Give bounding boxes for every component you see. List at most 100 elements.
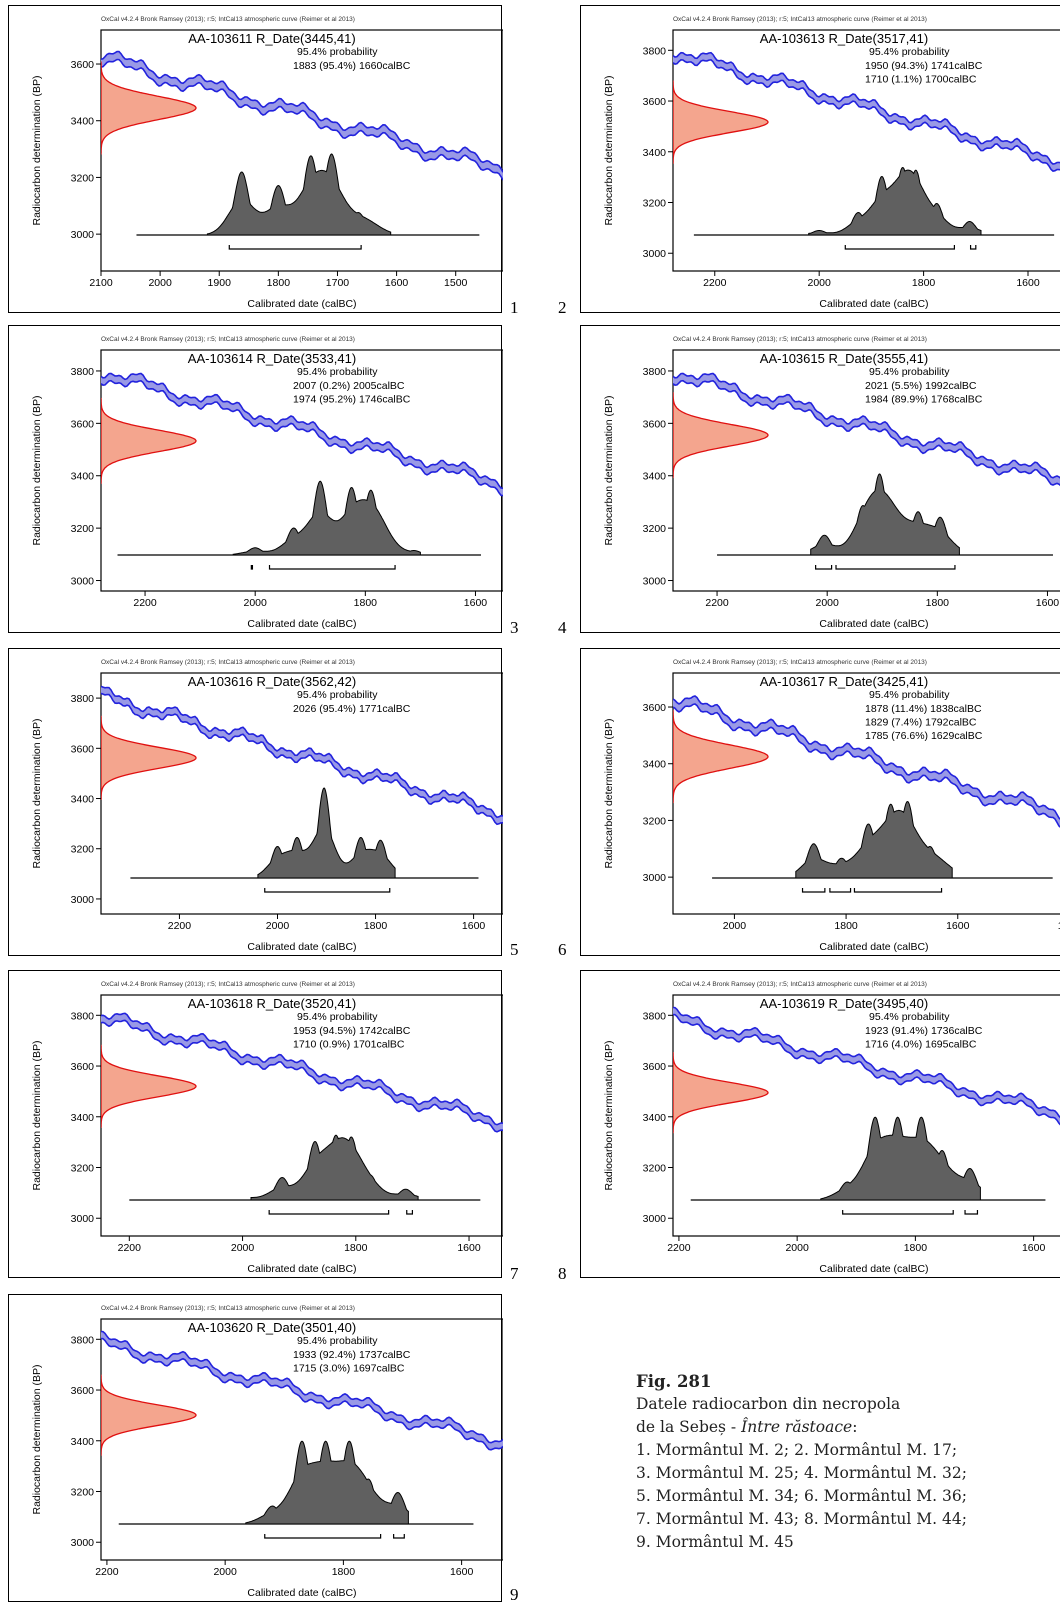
radiocarbon-distribution [101,1374,197,1456]
panel-number: 7 [510,1264,519,1283]
range-bar [835,565,956,570]
y-tick-label: 3800 [643,45,667,57]
x-tick-label: 1800 [267,277,291,289]
x-tick-label: 1600 [464,597,488,609]
radiocarbon-distribution [673,710,769,804]
x-tick-label: 1900 [208,277,232,289]
y-tick-label: 3600 [71,418,95,430]
radiocarbon-distribution [101,715,197,800]
y-axis-label: Radiocarbon determination (BP) [31,719,43,869]
y-tick-label: 3200 [71,172,95,184]
oxcal-header: OxCal v4.2.4 Bronk Ramsey (2013); r:5; I… [673,659,927,666]
y-axis-label: Radiocarbon determination (BP) [31,1041,43,1191]
y-tick-label: 3600 [71,1385,95,1397]
probability-label: 95.4% probability [869,46,950,58]
range-text: 1829 (7.4%) 1792calBC [865,717,977,729]
panel-number: 9 [510,1585,519,1604]
x-tick-label: 2200 [133,597,157,609]
y-tick-label: 3200 [71,1487,95,1499]
y-tick-label: 3400 [71,1112,95,1124]
x-tick-label: 2000 [231,1242,255,1254]
y-tick-label: 3800 [71,366,95,378]
probability-label: 95.4% probability [297,46,378,58]
x-tick-label: 1800 [344,1242,368,1254]
calibration-curve-band [673,373,1060,486]
range-bar [268,565,396,570]
range-text: 1785 (76.6%) 1629calBC [865,730,983,742]
y-tick-label: 3400 [643,1112,667,1124]
x-tick-label: 2000 [808,277,832,289]
probability-label: 95.4% probability [869,689,950,701]
x-axis-label: Calibrated date (calBC) [247,298,356,310]
x-axis-label: Calibrated date (calBC) [819,618,928,630]
radiocarbon-distribution [673,1052,769,1134]
y-tick-label: 3400 [71,471,95,483]
range-bar [264,1534,382,1539]
x-tick-label: 1600 [1036,597,1060,609]
range-bar [842,1210,954,1215]
x-tick-label: 1400 [1058,920,1060,932]
plot-area [673,1006,1060,1215]
radiocarbon-panel-3: OxCal v4.2.4 Bronk Ramsey (2013); r:5; I… [8,325,503,633]
calibration-curve-band [101,373,503,496]
calibration-curve-upper [101,372,503,490]
x-tick-label: 2200 [667,1242,691,1254]
x-tick-label: 1600 [450,1566,474,1578]
calibration-curve-upper [673,1006,1060,1119]
caption-item: 7. Mormântul M. 43; 8. Mormântul M. 44; [636,1510,967,1528]
y-tick-label: 3000 [643,576,667,588]
calibrated-distribution [250,1134,419,1201]
calibration-curve-lower [101,1019,503,1133]
range-bar [964,1210,979,1215]
range-text: 1715 (3.0%) 1697calBC [293,1363,405,1375]
radiocarbon-panel-6: OxCal v4.2.4 Bronk Ramsey (2013); r:5; I… [580,648,1060,956]
caption-line: Datele radiocarbon din necropola [636,1395,901,1413]
x-tick-label: 2200 [95,1566,119,1578]
range-bar [844,245,955,250]
caption-site-suffix: : [852,1418,858,1436]
x-axis-label: Calibrated date (calBC) [819,1263,928,1275]
x-tick-label: 2000 [266,920,290,932]
x-tick-label: 2000 [148,277,172,289]
x-tick-label: 1600 [1022,1242,1046,1254]
oxcal-header: OxCal v4.2.4 Bronk Ramsey (2013); r:5; I… [101,16,355,23]
x-tick-label: 1800 [912,277,936,289]
x-tick-label: 1600 [462,920,486,932]
sample-title: AA-103620 R_Date(3501,40) [188,1320,356,1335]
y-tick-label: 3400 [643,759,667,771]
y-tick-label: 3200 [71,1163,95,1175]
oxcal-header: OxCal v4.2.4 Bronk Ramsey (2013); r:5; I… [673,981,927,988]
range-text: 2026 (95.4%) 1771calBC [293,703,411,715]
x-axis-label: Calibrated date (calBC) [247,1587,356,1599]
x-tick-label: 2200 [118,1242,142,1254]
calibration-curve-lower [673,379,1060,487]
y-tick-label: 3400 [71,794,95,806]
plot-area [101,1012,503,1215]
radiocarbon-panel-8: OxCal v4.2.4 Bronk Ramsey (2013); r:5; I… [580,970,1060,1278]
y-tick-label: 3400 [71,116,95,128]
radiocarbon-distribution [101,1044,197,1128]
probability-label: 95.4% probability [869,366,950,378]
plot-area [673,695,1060,893]
y-axis-label: Radiocarbon determination (BP) [603,719,615,869]
calibrated-distribution [810,473,960,556]
range-text: 1878 (11.4%) 1838calBC [865,703,982,715]
sample-title: AA-103618 R_Date(3520,41) [188,996,356,1011]
probability-label: 95.4% probability [297,689,378,701]
calibration-curve-band [101,1013,503,1132]
calibration-curve-lower [673,1013,1060,1126]
range-text: 1923 (91.4%) 1736calBC [865,1025,983,1037]
range-text: 1974 (95.2%) 1746calBC [293,394,411,406]
radiocarbon-distribution [101,61,197,155]
sample-title: AA-103619 R_Date(3495,40) [760,996,928,1011]
x-axis-label: Calibrated date (calBC) [819,941,928,953]
sample-title: AA-103614 R_Date(3533,41) [188,351,356,366]
x-tick-label: 1500 [444,277,468,289]
y-tick-label: 3600 [643,418,667,430]
y-tick-label: 3200 [643,198,667,210]
range-text: 1950 (94.3%) 1741calBC [865,60,983,72]
caption-item: 5. Mormântul M. 34; 6. Mormântul M. 36; [636,1487,967,1505]
x-tick-label: 1800 [926,597,950,609]
radiocarbon-distribution [101,397,197,484]
range-bar [801,888,826,893]
